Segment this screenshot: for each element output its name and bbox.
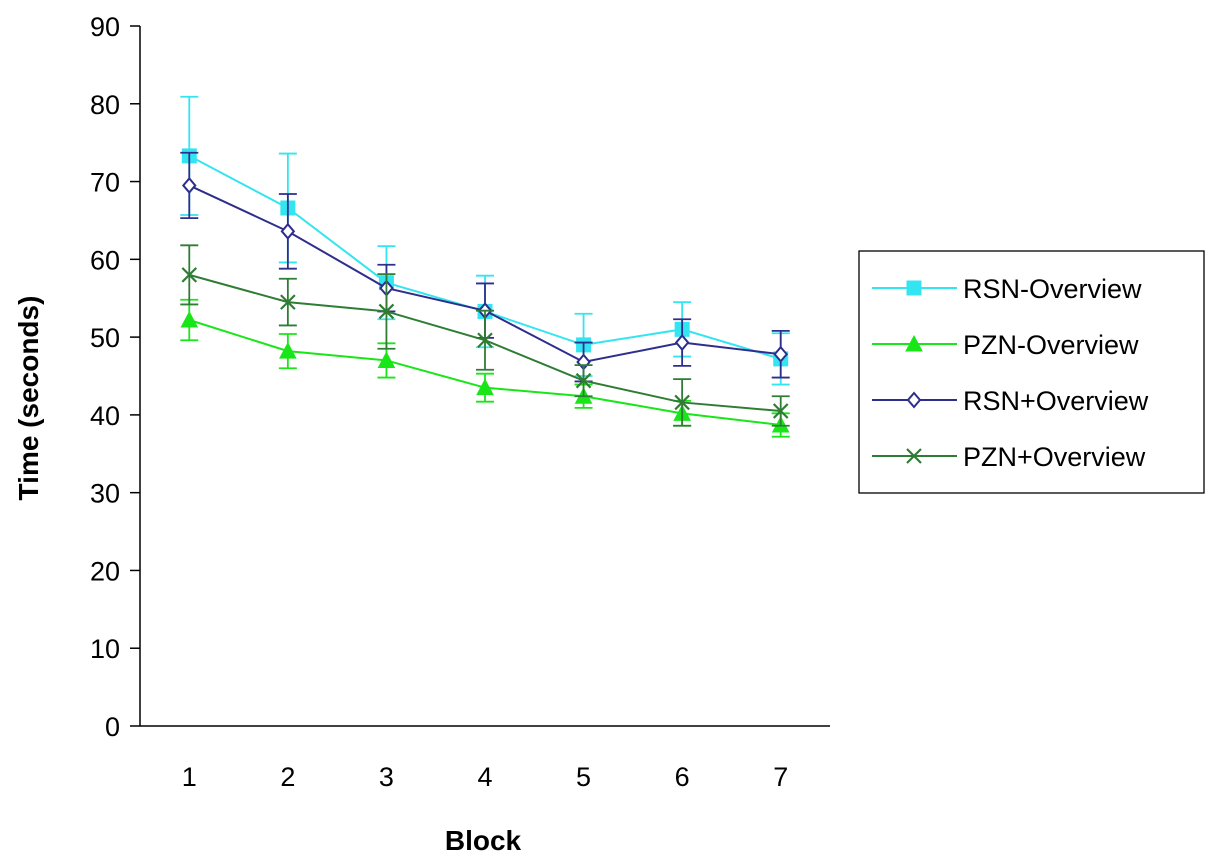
data-point [181, 176, 197, 194]
data-point [476, 378, 494, 396]
legend-item: RSN+Overview [872, 386, 1149, 416]
y-tick-label: 10 [90, 634, 120, 664]
data-point [772, 403, 789, 419]
legend-marker [906, 391, 922, 409]
series-layer [180, 95, 790, 438]
legend-label: PZN-Overview [963, 330, 1139, 360]
data-point [674, 334, 690, 352]
legend-marker [906, 448, 922, 464]
legend-item: RSN-Overview [872, 274, 1142, 304]
legend-item: PZN+Overview [872, 442, 1146, 472]
legend: RSN-Overview PZN-Overview RSN+Overview PZN+… [858, 250, 1205, 494]
legend-label: RSN-Overview [963, 274, 1142, 304]
data-point [477, 332, 493, 348]
x-tick-label: 2 [280, 762, 295, 792]
data-point [279, 342, 297, 359]
y-tick-label: 90 [90, 12, 120, 42]
data-point [180, 310, 199, 328]
legend-item: PZN-Overview [872, 330, 1139, 360]
data-point [280, 222, 296, 240]
series-pzn-overview [180, 244, 790, 427]
data-point [378, 303, 395, 320]
x-axis-title: Block [445, 825, 522, 856]
x-axis-ticks: 1 2 3 4 5 6 7 [182, 762, 788, 792]
x-tick-label: 4 [477, 762, 492, 792]
y-tick-label: 20 [90, 556, 120, 586]
y-tick-label: 60 [90, 245, 120, 275]
x-tick-label: 3 [379, 762, 394, 792]
data-point [773, 345, 789, 363]
data-point [575, 372, 592, 389]
data-point [377, 351, 396, 368]
legend-label: RSN+Overview [963, 386, 1149, 416]
x-tick-label: 5 [576, 762, 591, 792]
x-tick-label: 1 [182, 762, 197, 792]
y-tick-label: 50 [90, 323, 120, 353]
x-tick-label: 6 [675, 762, 690, 792]
legend-marker [905, 334, 923, 352]
legend-marker [906, 280, 922, 296]
x-tick-label: 7 [773, 762, 788, 792]
y-tick-label: 0 [105, 712, 120, 742]
legend-label: PZN+Overview [963, 442, 1146, 472]
y-tick-label: 70 [90, 168, 120, 198]
data-point [280, 294, 296, 310]
y-axis-title: Time (seconds) [13, 296, 44, 501]
data-point [674, 394, 690, 411]
y-tick-label: 30 [90, 479, 120, 509]
data-point [181, 267, 198, 283]
y-tick-label: 40 [90, 401, 120, 431]
y-axis-ticks: 0 10 20 30 40 50 60 70 80 90 [90, 12, 140, 742]
y-tick-label: 80 [90, 90, 120, 120]
